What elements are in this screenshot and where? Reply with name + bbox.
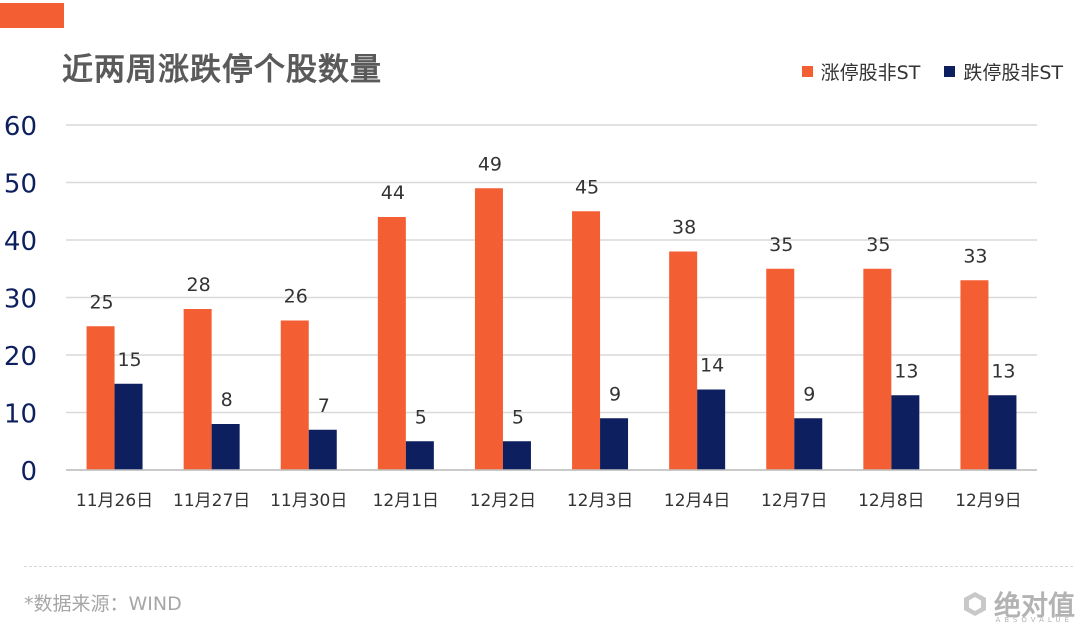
data-label-down: 9 bbox=[609, 383, 621, 405]
bar-down bbox=[405, 441, 434, 470]
footer-divider bbox=[24, 566, 1073, 567]
bar-up bbox=[183, 309, 212, 470]
data-label-up: 44 bbox=[381, 182, 405, 204]
bar-down bbox=[988, 395, 1017, 470]
hexagon-logo-icon bbox=[964, 591, 986, 616]
watermark: 绝对值 bbox=[962, 584, 1075, 623]
bar-up bbox=[766, 268, 795, 470]
x-tick-label: 12月3日 bbox=[567, 491, 633, 511]
data-label-up: 26 bbox=[284, 286, 308, 308]
data-label-up: 28 bbox=[187, 274, 211, 296]
bar-down bbox=[211, 424, 240, 470]
x-tick-label: 12月1日 bbox=[373, 491, 439, 511]
data-label-down: 13 bbox=[894, 360, 918, 382]
bar-down bbox=[697, 389, 726, 470]
data-label-up: 45 bbox=[575, 176, 599, 198]
data-label-up: 33 bbox=[963, 245, 987, 267]
bar-down bbox=[794, 418, 823, 470]
bar-up bbox=[960, 280, 989, 470]
y-tick-label: 10 bbox=[4, 400, 37, 430]
bar-up bbox=[474, 188, 503, 470]
data-label-down: 9 bbox=[803, 383, 815, 405]
data-label-down: 5 bbox=[512, 406, 524, 428]
bar-up bbox=[669, 251, 698, 470]
x-tick-label: 11月27日 bbox=[173, 491, 250, 511]
chart-title: 近两周涨跌停个股数量 bbox=[62, 52, 382, 88]
data-label-down: 13 bbox=[991, 360, 1015, 382]
legend-swatch-up bbox=[801, 66, 813, 77]
watermark-sub: ABSOVALUE bbox=[995, 616, 1073, 624]
y-tick-label: 40 bbox=[4, 227, 37, 257]
accent-bar bbox=[0, 3, 64, 28]
bar-up bbox=[86, 326, 115, 470]
y-tick-label: 20 bbox=[4, 342, 37, 372]
bar-down bbox=[891, 395, 920, 470]
legend-label-up: 涨停股非ST bbox=[820, 62, 921, 84]
bar-up bbox=[863, 268, 892, 470]
y-tick-label: 0 bbox=[20, 457, 37, 487]
y-tick-label: 50 bbox=[4, 170, 37, 200]
x-tick-label: 12月8日 bbox=[858, 491, 924, 511]
legend-item-down: 跌停股非ST bbox=[944, 58, 1063, 85]
bar-down bbox=[308, 429, 337, 470]
y-tick-label: 60 bbox=[4, 112, 37, 142]
x-tick-label: 12月9日 bbox=[955, 491, 1021, 511]
x-tick-label: 11月30日 bbox=[270, 491, 347, 511]
data-label-down: 14 bbox=[700, 355, 724, 377]
data-label-down: 7 bbox=[318, 395, 330, 417]
legend-label-down: 跌停股非ST bbox=[963, 62, 1063, 84]
watermark-brand: 绝对值 bbox=[994, 591, 1075, 622]
data-label-up: 25 bbox=[89, 291, 113, 313]
legend-swatch-down bbox=[944, 66, 956, 77]
bar-down bbox=[114, 383, 143, 470]
bar-up bbox=[572, 211, 601, 470]
data-label-up: 38 bbox=[672, 217, 696, 239]
data-label-up: 35 bbox=[866, 234, 890, 256]
bar-up bbox=[377, 217, 406, 470]
data-label-up: 35 bbox=[769, 234, 793, 256]
x-tick-label: 12月7日 bbox=[761, 491, 827, 511]
y-tick-label: 30 bbox=[4, 285, 37, 315]
legend-item-up: 涨停股非ST bbox=[801, 58, 921, 85]
source-note: *数据来源：WIND bbox=[24, 593, 182, 615]
x-tick-label: 11月26日 bbox=[76, 491, 153, 511]
bar-down bbox=[600, 418, 629, 470]
data-label-up: 49 bbox=[478, 153, 502, 175]
x-tick-label: 12月2日 bbox=[470, 491, 536, 511]
bar-up bbox=[280, 320, 309, 470]
data-label-down: 15 bbox=[117, 349, 141, 371]
data-label-down: 8 bbox=[221, 389, 233, 411]
data-label-down: 5 bbox=[415, 406, 427, 428]
bar-chart: 0 10 20 30 40 50 60 25 15 11月26日 28 8 11月27日 26 7 11月30… bbox=[4, 112, 1037, 511]
legend: 涨停股非ST 跌停股非ST bbox=[801, 58, 1063, 85]
x-tick-label: 12月4日 bbox=[664, 491, 730, 511]
bar-down bbox=[502, 441, 531, 470]
